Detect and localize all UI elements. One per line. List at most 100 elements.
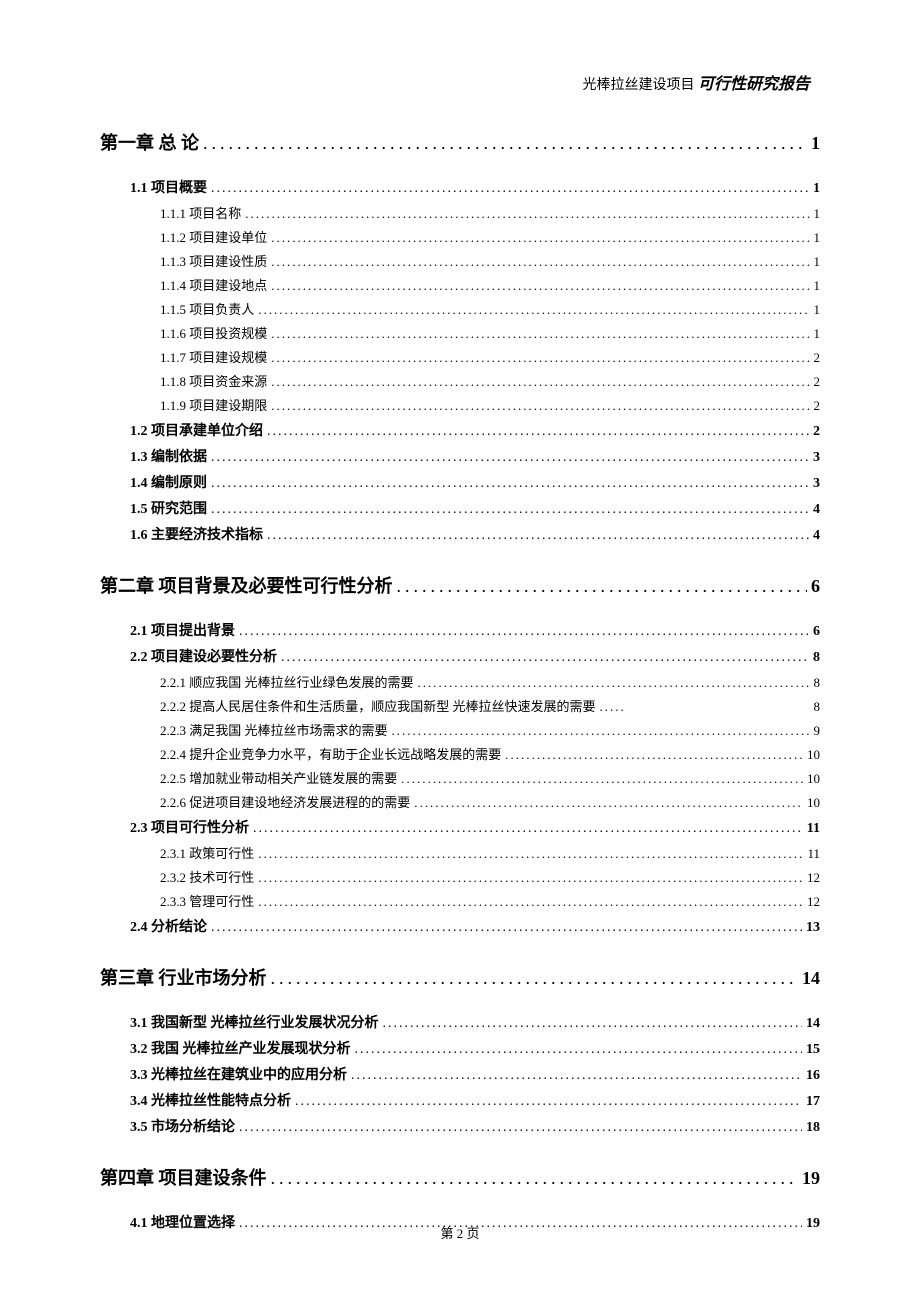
toc-leader: ........................................… — [245, 206, 809, 222]
toc-leader: ........................................… — [351, 1068, 802, 1084]
toc-subsection-label: 2.3.2 技术可行性 — [160, 867, 254, 886]
toc-subsection-page: 1 — [814, 278, 821, 294]
toc-chapter-label: 第二章 项目背景及必要性可行性分析 — [100, 572, 393, 598]
toc-leader: ........................................… — [258, 302, 809, 318]
toc-subsection: 2.3.2 技术可行性.............................… — [160, 867, 820, 886]
toc-subsection: 1.1.8 项目资金来源............................… — [160, 371, 820, 390]
toc-section-label: 2.3 项目可行性分析 — [130, 817, 249, 837]
toc-section-page: 17 — [806, 1094, 820, 1110]
footer-page-number: 第 2 页 — [440, 1226, 479, 1241]
toc-leader: ........................................… — [414, 795, 803, 811]
toc-section-page: 1 — [813, 181, 820, 197]
toc-section-label: 2.1 项目提出背景 — [130, 620, 235, 640]
toc-subsection-page: 10 — [807, 747, 820, 763]
toc-section-page: 4 — [813, 502, 820, 518]
toc-section: 1.5 研究范围................................… — [130, 498, 820, 518]
toc-subsection: 1.1.7 项目建设规模............................… — [160, 347, 820, 366]
toc-section: 3.5 市场分析结论..............................… — [130, 1116, 820, 1136]
toc-section-label: 3.3 光棒拉丝在建筑业中的应用分析 — [130, 1064, 347, 1084]
toc-subsection-label: 1.1.4 项目建设地点 — [160, 275, 267, 294]
toc-leader: ........................................… — [258, 870, 803, 886]
toc-leader: ........................................… — [271, 254, 809, 270]
toc-leader: ........................................… — [271, 326, 809, 342]
toc-section-page: 3 — [813, 450, 820, 466]
toc-subsection-page: 2 — [814, 350, 821, 366]
toc-section-label: 1.1 项目概要 — [130, 177, 207, 197]
toc-subsection-page: 1 — [814, 206, 821, 222]
toc-leader: ........................................… — [267, 424, 809, 440]
toc-subsection: 1.1.2 项目建设单位............................… — [160, 227, 820, 246]
toc-subsection-label: 2.2.3 满足我国 光棒拉丝市场需求的需要 — [160, 720, 388, 739]
toc-section-label: 3.1 我国新型 光棒拉丝行业发展状况分析 — [130, 1012, 379, 1032]
toc-subsection: 2.2.1 顺应我国 光棒拉丝行业绿色发展的需要................… — [160, 672, 820, 691]
toc-section-page: 6 — [813, 624, 820, 640]
toc-subsection: 1.1.3 项目建设性质............................… — [160, 251, 820, 270]
toc-subsection: 2.3.3 管理可行性.............................… — [160, 891, 820, 910]
toc-subsection-label: 1.1.7 项目建设规模 — [160, 347, 267, 366]
toc-chapter-page: 1 — [811, 133, 820, 154]
toc-section-label: 2.2 项目建设必要性分析 — [130, 646, 277, 666]
toc-subsection-page: 1 — [814, 302, 821, 318]
toc-subsection-page: 11 — [807, 846, 820, 862]
toc-chapter-label: 第一章 总 论 — [100, 129, 199, 155]
toc-section-page: 16 — [806, 1068, 820, 1084]
toc-subsection: 1.1.5 项目负责人.............................… — [160, 299, 820, 318]
toc-leader: ........................................… — [271, 1168, 799, 1189]
toc-section-label: 1.4 编制原则 — [130, 472, 207, 492]
toc-section-page: 8 — [813, 650, 820, 666]
toc-subsection-page: 2 — [814, 374, 821, 390]
toc-subsection-page: 10 — [807, 795, 820, 811]
toc-subsection-label: 1.1.1 项目名称 — [160, 203, 241, 222]
toc-section: 1.6 主要经济技术指标............................… — [130, 524, 820, 544]
toc-chapter: 第四章 项目建设条件..............................… — [100, 1164, 820, 1190]
toc-section-page: 2 — [813, 424, 820, 440]
toc-section-page: 15 — [806, 1042, 820, 1058]
toc-subsection-label: 2.3.3 管理可行性 — [160, 891, 254, 910]
toc-chapter-page: 6 — [811, 576, 820, 597]
toc-chapter-label: 第三章 行业市场分析 — [100, 964, 267, 990]
toc-leader: ........................................… — [211, 181, 809, 197]
toc-subsection: 2.2.2 提高人民居住条件和生活质量，顺应我国新型 光棒拉丝快速发展的需要..… — [160, 696, 820, 715]
toc-subsection: 1.1.6 项目投资规模............................… — [160, 323, 820, 342]
toc-subsection-page: 1 — [814, 326, 821, 342]
toc-subsection: 1.1.1 项目名称..............................… — [160, 203, 820, 222]
toc-leader: ........................................… — [267, 528, 809, 544]
toc-subsection: 2.2.3 满足我国 光棒拉丝市场需求的需要..................… — [160, 720, 820, 739]
toc-chapter-label: 第四章 项目建设条件 — [100, 1164, 267, 1190]
toc-subsection-page: 1 — [814, 254, 821, 270]
toc-subsection-page: 12 — [807, 870, 820, 886]
toc-subsection: 1.1.4 项目建设地点............................… — [160, 275, 820, 294]
toc-section-label: 1.6 主要经济技术指标 — [130, 524, 263, 544]
toc-section-page: 11 — [807, 821, 820, 837]
toc-leader: ........................................… — [397, 576, 808, 597]
toc-leader: ........................................… — [239, 624, 809, 640]
toc-leader: ........................................… — [271, 230, 809, 246]
toc-subsection-label: 2.2.2 提高人民居住条件和生活质量，顺应我国新型 光棒拉丝快速发展的需要 — [160, 696, 596, 715]
toc-chapter: 第三章 行业市场分析..............................… — [100, 964, 820, 990]
toc-section: 2.3 项目可行性分析.............................… — [130, 817, 820, 837]
toc-section: 3.3 光棒拉丝在建筑业中的应用分析......................… — [130, 1064, 820, 1084]
toc-leader: ........................................… — [271, 374, 809, 390]
toc-section: 3.1 我国新型 光棒拉丝行业发展状况分析...................… — [130, 1012, 820, 1032]
toc-leader: ..... — [600, 699, 810, 715]
toc-subsection-page: 12 — [807, 894, 820, 910]
toc-section: 2.4 分析结论................................… — [130, 916, 820, 936]
toc-leader: ........................................… — [271, 968, 799, 989]
toc-leader: ........................................… — [271, 350, 809, 366]
toc-leader: ........................................… — [211, 502, 809, 518]
toc-subsection-label: 1.1.3 项目建设性质 — [160, 251, 267, 270]
toc-section: 3.2 我国 光棒拉丝产业发展现状分析.....................… — [130, 1038, 820, 1058]
toc-section-page: 18 — [806, 1120, 820, 1136]
toc-subsection: 1.1.9 项目建设期限............................… — [160, 395, 820, 414]
toc-leader: ........................................… — [253, 821, 803, 837]
toc-section-label: 3.5 市场分析结论 — [130, 1116, 235, 1136]
toc-leader: ........................................… — [355, 1042, 803, 1058]
toc-section-label: 3.4 光棒拉丝性能特点分析 — [130, 1090, 291, 1110]
header-project: 光棒拉丝建设项目 — [582, 78, 694, 93]
toc-leader: ........................................… — [505, 747, 803, 763]
toc-leader: ........................................… — [401, 771, 803, 787]
toc-section: 1.2 项目承建单位介绍............................… — [130, 420, 820, 440]
toc-section-page: 4 — [813, 528, 820, 544]
toc-section: 3.4 光棒拉丝性能特点分析..........................… — [130, 1090, 820, 1110]
toc-subsection-label: 1.1.2 项目建设单位 — [160, 227, 267, 246]
